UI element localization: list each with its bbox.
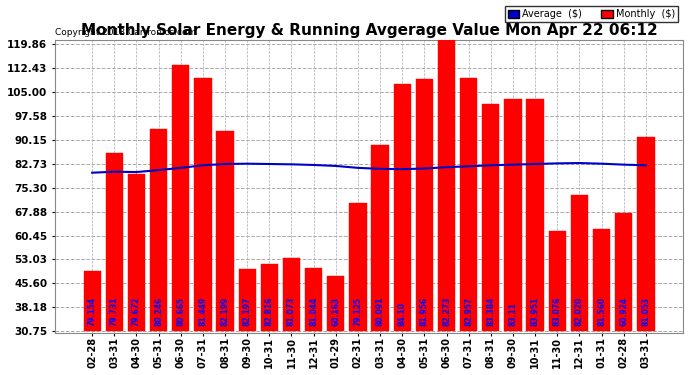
Text: 60.924: 60.924 [619, 297, 628, 326]
Bar [438, 39, 455, 331]
Text: 82.020: 82.020 [575, 297, 584, 326]
Text: 81.449: 81.449 [199, 297, 208, 326]
Text: 83.076: 83.076 [553, 297, 562, 326]
Text: 82.199: 82.199 [221, 297, 230, 326]
Text: 84.10: 84.10 [397, 302, 406, 326]
Title: Monthly Solar Energy & Running Avgerage Value Mon Apr 22 06:12: Monthly Solar Energy & Running Avgerage … [81, 24, 658, 39]
Bar [172, 65, 189, 331]
Bar [217, 131, 234, 331]
Text: 82.273: 82.273 [442, 297, 451, 326]
Bar [195, 78, 212, 331]
Bar [83, 272, 101, 331]
Text: 79.731: 79.731 [110, 297, 119, 326]
Text: 81.044: 81.044 [309, 297, 318, 326]
Text: 83.384: 83.384 [486, 297, 495, 326]
Text: 79.672: 79.672 [132, 297, 141, 326]
Text: 82.197: 82.197 [243, 297, 252, 326]
Bar [504, 99, 522, 331]
Text: 79.125: 79.125 [353, 297, 362, 326]
Bar [593, 229, 610, 331]
Bar [128, 174, 145, 331]
Bar [638, 137, 655, 331]
Bar [283, 258, 300, 331]
Text: 81.073: 81.073 [287, 297, 296, 326]
Bar [371, 146, 388, 331]
Text: 60.163: 60.163 [331, 297, 340, 326]
Bar [106, 153, 123, 331]
Text: 82.816: 82.816 [265, 297, 274, 326]
Text: Copyright 2013 Cartronics.com: Copyright 2013 Cartronics.com [55, 28, 196, 37]
Bar [482, 104, 500, 331]
Bar [526, 99, 544, 331]
Text: 80.665: 80.665 [176, 297, 185, 326]
Bar [150, 129, 167, 331]
Bar [349, 203, 366, 331]
Text: 79.154: 79.154 [88, 297, 97, 326]
Text: 83.11: 83.11 [509, 302, 518, 326]
Bar [615, 213, 632, 331]
Text: 81.956: 81.956 [420, 297, 429, 326]
Bar [571, 195, 588, 331]
Bar [460, 78, 477, 331]
Text: 80.246: 80.246 [154, 297, 163, 326]
Bar [261, 264, 278, 331]
Text: 80.091: 80.091 [375, 297, 384, 326]
Bar [549, 231, 566, 331]
Text: 83.951: 83.951 [531, 297, 540, 326]
Bar [393, 84, 411, 331]
Bar [327, 276, 344, 331]
Text: 81.560: 81.560 [597, 297, 606, 326]
Legend: Average  ($), Monthly  ($): Average ($), Monthly ($) [504, 6, 678, 22]
Bar [239, 269, 256, 331]
Text: 82.957: 82.957 [464, 297, 473, 326]
Text: 81.053: 81.053 [642, 297, 651, 326]
Bar [416, 80, 433, 331]
Bar [305, 268, 322, 331]
